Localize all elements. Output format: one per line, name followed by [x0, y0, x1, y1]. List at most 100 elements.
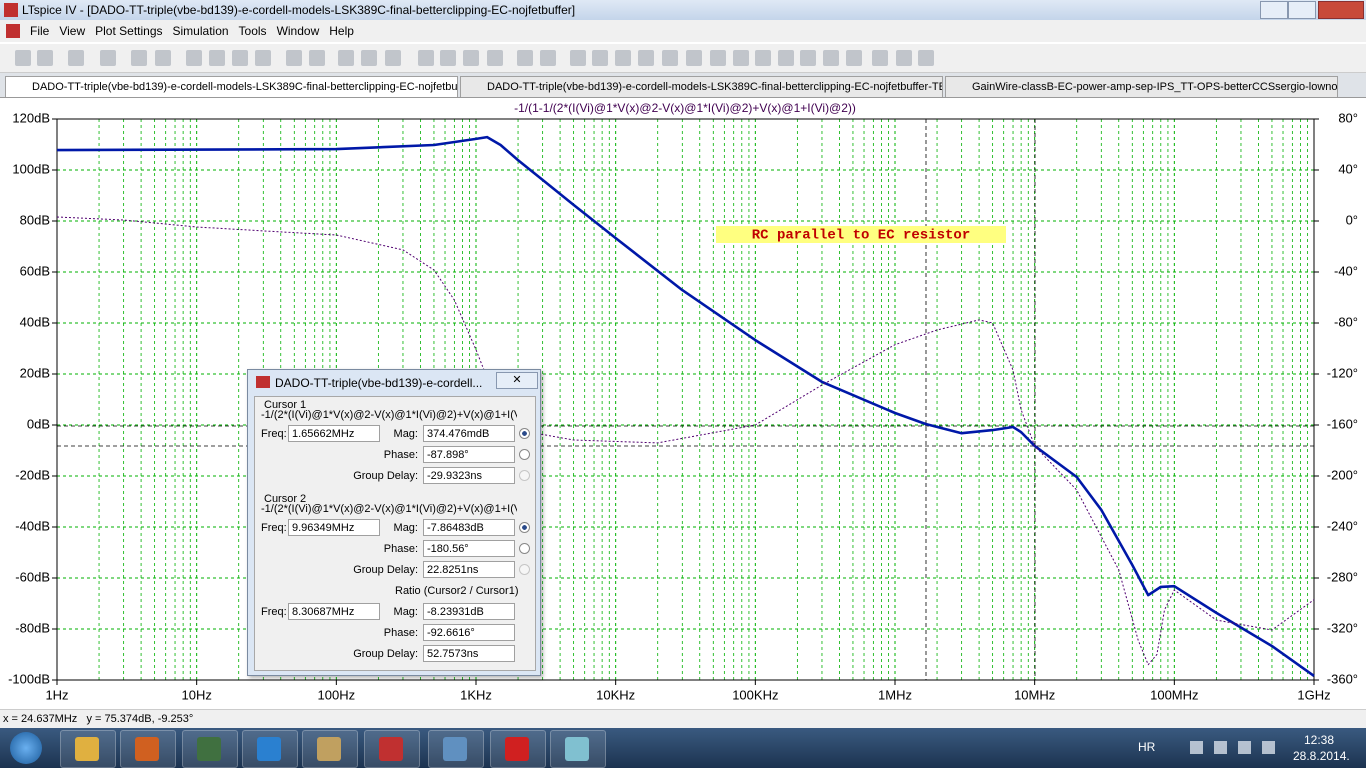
toolbar-button[interactable] [846, 50, 862, 66]
toolbar-button[interactable] [309, 50, 325, 66]
toolbar-button[interactable] [570, 50, 586, 66]
taskbar-button[interactable] [490, 730, 546, 768]
toolbar-button[interactable] [540, 50, 556, 66]
menu-bar: File View Plot Settings Simulation Tools Wind… [0, 20, 1366, 42]
tab[interactable]: DADO-TT-triple(vbe-bd139)-e-cordell-mode… [460, 76, 943, 97]
menu-item[interactable]: View [59, 24, 86, 38]
clock-time[interactable]: 12:38 [1304, 733, 1335, 747]
taskbar-icon [317, 737, 341, 761]
taskbar-button[interactable] [428, 730, 484, 768]
toolbar-button[interactable] [186, 50, 202, 66]
y2-tick-label: 0° [1346, 212, 1358, 227]
toolbar-button[interactable] [662, 50, 678, 66]
taskbar-icon [257, 737, 281, 761]
trace-label[interactable]: -1/(1-1/(2*(I(Vi)@1*V(x)@2-V(x)@1*I(Vi)@… [514, 101, 856, 115]
toolbar-button[interactable] [232, 50, 248, 66]
taskbar-button[interactable] [182, 730, 238, 768]
clock-date[interactable]: 28.8.2014. [1293, 749, 1350, 763]
radio-button[interactable] [519, 428, 530, 439]
close-button[interactable] [1318, 1, 1364, 19]
radio-button[interactable] [519, 449, 530, 460]
toolbar-button[interactable] [800, 50, 816, 66]
radio-button[interactable] [519, 543, 530, 554]
tab[interactable]: DADO-TT-triple(vbe-bd139)-e-cordell-mode… [5, 76, 458, 97]
toolbar-button[interactable] [517, 50, 533, 66]
cursor-expression: -1/(2*(I(Vi)@1*V(x)@2-V(x)@1*I(Vi)@2)+V(… [261, 503, 517, 515]
taskbar-button[interactable] [550, 730, 606, 768]
toolbar-button[interactable] [100, 50, 116, 66]
toolbar-button[interactable] [155, 50, 171, 66]
menu-item[interactable]: Help [329, 24, 354, 38]
menu-item[interactable]: Simulation [172, 24, 229, 38]
menu-item[interactable]: Window [276, 24, 320, 38]
menu-item[interactable]: Plot Settings [95, 24, 163, 38]
toolbar-button[interactable] [778, 50, 794, 66]
toolbar-button[interactable] [15, 50, 31, 66]
radio-button[interactable] [519, 564, 530, 575]
start-button[interactable] [10, 732, 42, 764]
field-label: Mag: [393, 522, 418, 534]
toolbar-button[interactable] [209, 50, 225, 66]
toolbar-button[interactable] [418, 50, 434, 66]
toolbar-button[interactable] [755, 50, 771, 66]
radio-button[interactable] [519, 522, 530, 533]
toolbar-button[interactable] [592, 50, 608, 66]
dialog-close[interactable]: ✕ [496, 372, 538, 389]
taskbar-button[interactable] [60, 730, 116, 768]
tray-icon[interactable] [1238, 741, 1251, 754]
toolbar-button[interactable] [255, 50, 271, 66]
toolbar-button[interactable] [710, 50, 726, 66]
toolbar-button[interactable] [615, 50, 631, 66]
toolbar-button[interactable] [733, 50, 749, 66]
toolbar-button[interactable] [918, 50, 934, 66]
tray-icon[interactable] [1262, 741, 1275, 754]
tray-icon[interactable] [1190, 741, 1203, 754]
menu-item[interactable]: File [30, 24, 50, 38]
taskbar-button[interactable] [242, 730, 298, 768]
y2-tick-label: -320° [1327, 620, 1358, 635]
magnitude-trace[interactable] [56, 135, 1315, 677]
toolbar-button[interactable] [385, 50, 401, 66]
group-label: Cursor 2 [264, 493, 307, 505]
phase-trace[interactable] [56, 216, 1315, 666]
language[interactable]: HR [1138, 740, 1156, 754]
toolbar-button[interactable] [131, 50, 147, 66]
taskbar-button[interactable] [364, 730, 420, 768]
field-value: -180.56° [423, 540, 515, 557]
dialog-body: Cursor 1 -1/(2*(I(Vi)@1*V(x)@2-V(x)@1*I(V… [254, 396, 536, 671]
taskbar-button[interactable] [302, 730, 358, 768]
taskbar-button[interactable] [120, 730, 176, 768]
y-tick-label: -20dB [15, 467, 50, 482]
y2-tick-label: 40° [1338, 161, 1358, 176]
x-tick-label: 100Hz [318, 687, 356, 702]
y2-tick-label: 80° [1338, 110, 1358, 125]
tray-icon[interactable] [1214, 741, 1227, 754]
menu-item[interactable]: Tools [238, 24, 267, 38]
field-label: Mag: [393, 606, 418, 618]
taskbar-icon [135, 737, 159, 761]
toolbar-button[interactable] [638, 50, 654, 66]
toolbar-button[interactable] [463, 50, 479, 66]
y2-tick-label: -280° [1327, 569, 1358, 584]
taskbar-icon [379, 737, 403, 761]
toolbar-button[interactable] [487, 50, 503, 66]
radio-button[interactable] [519, 470, 530, 481]
toolbar-button[interactable] [872, 50, 888, 66]
toolbar-button[interactable] [361, 50, 377, 66]
toolbar-button[interactable] [440, 50, 456, 66]
tab-bar: DADO-TT-triple(vbe-bd139)-e-cordell-mode… [0, 73, 1366, 98]
toolbar-button[interactable] [823, 50, 839, 66]
taskbar-icon [197, 737, 221, 761]
toolbar-button[interactable] [68, 50, 84, 66]
toolbar-button[interactable] [686, 50, 702, 66]
field-label: Group Delay: [353, 470, 418, 482]
field-value: -87.898° [423, 446, 515, 463]
toolbar-button[interactable] [286, 50, 302, 66]
maximize-button[interactable] [1288, 1, 1316, 19]
toolbar-button[interactable] [338, 50, 354, 66]
status-text: x = 24.637MHz y = 75.374dB, -9.253° [3, 713, 194, 725]
toolbar-button[interactable] [896, 50, 912, 66]
toolbar-button[interactable] [37, 50, 53, 66]
tab[interactable]: GainWire-classB-EC-power-amp-sep-IPS_TT-… [945, 76, 1338, 97]
minimize-button[interactable] [1260, 1, 1288, 19]
